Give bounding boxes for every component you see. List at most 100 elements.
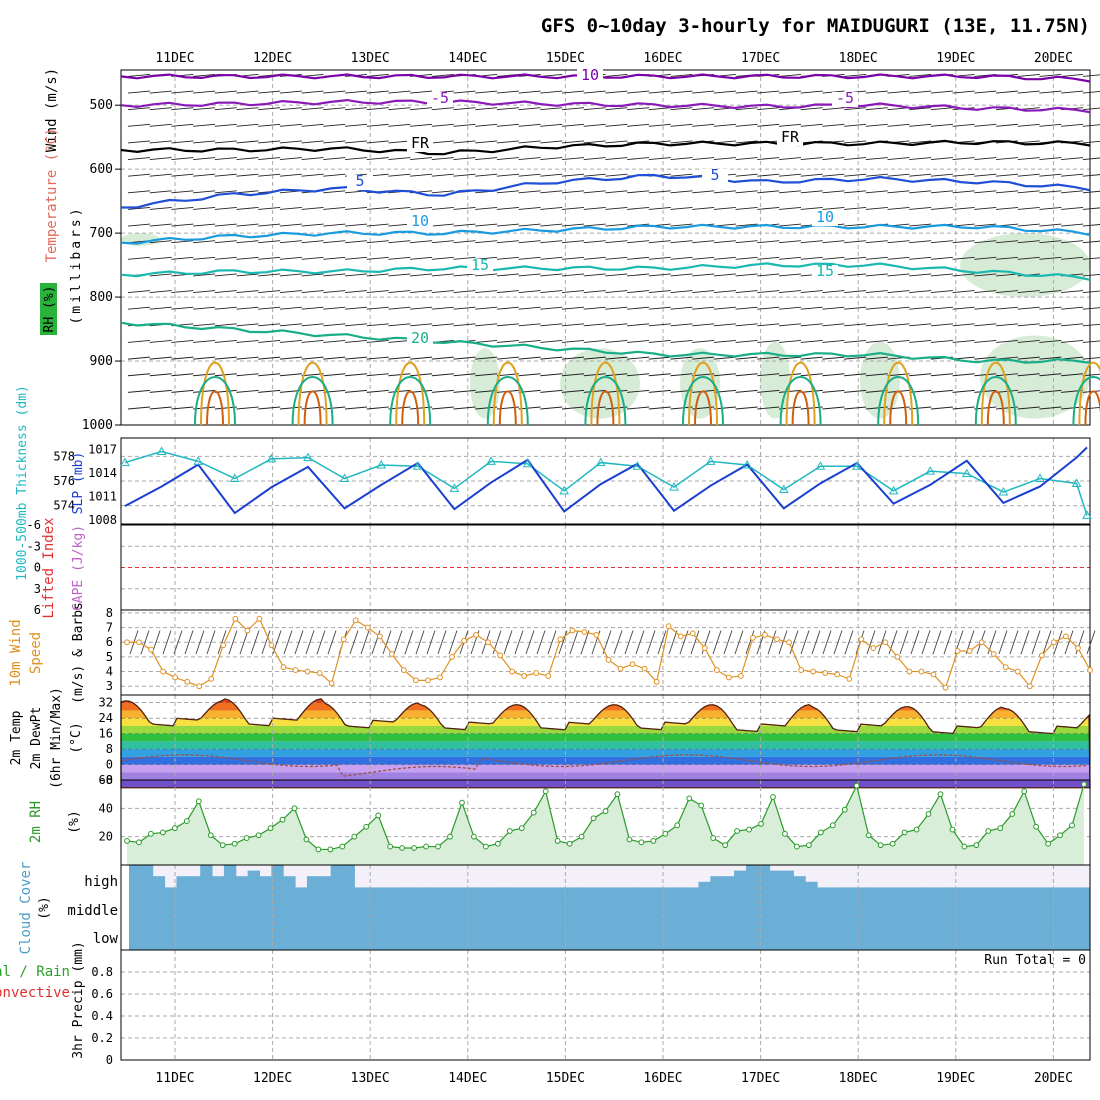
wind-barb xyxy=(366,356,389,360)
wind-barb xyxy=(583,273,606,277)
wind-barb xyxy=(778,306,802,310)
contour-label-bg xyxy=(577,69,603,84)
wind-barb xyxy=(236,107,259,111)
temp-band xyxy=(121,772,1090,780)
diurnal-isotherm xyxy=(688,361,718,426)
wind-barb xyxy=(757,306,780,310)
wind-barb xyxy=(453,290,476,294)
wind10-barb xyxy=(514,630,524,655)
cloud-high-bar xyxy=(603,887,616,893)
temp-bands xyxy=(121,698,1090,788)
wind-barb xyxy=(648,190,671,194)
wind-barb xyxy=(822,157,845,160)
wind-barb xyxy=(366,389,389,393)
wind-barb xyxy=(648,323,671,327)
wind-barb xyxy=(974,157,997,160)
wind-barb xyxy=(692,240,715,244)
wind-barb xyxy=(496,340,519,343)
wind-barb xyxy=(713,306,736,310)
wind-barb xyxy=(865,290,888,294)
temp-ytick-label: 16 xyxy=(99,727,113,741)
cloud-high-bar xyxy=(354,887,367,893)
wind-barb xyxy=(323,123,346,127)
wind-barb xyxy=(431,140,454,144)
wind-barb xyxy=(518,356,541,360)
wind-barb xyxy=(388,340,411,343)
wind-barb xyxy=(670,240,693,244)
wind-barb xyxy=(670,256,693,260)
wind-barb xyxy=(583,90,606,94)
upper-wind-barbs xyxy=(127,73,1100,410)
wind-barb xyxy=(540,157,563,160)
wind-barb xyxy=(800,356,823,360)
wind-barb xyxy=(540,123,563,127)
wind-barb xyxy=(670,323,693,327)
wind-barb xyxy=(648,123,671,127)
cloud-high-bar xyxy=(496,887,510,893)
wind-barb xyxy=(648,306,671,310)
wind-barb xyxy=(453,406,476,410)
wind-barb xyxy=(236,190,259,194)
wind-barb xyxy=(1082,290,1100,294)
wind-barb xyxy=(1082,91,1100,94)
wind-barb xyxy=(301,290,324,294)
wind10-point xyxy=(485,639,492,646)
temp-band xyxy=(121,756,1090,765)
wind-barb xyxy=(974,290,997,294)
wind-barb xyxy=(475,290,498,294)
wind-barb xyxy=(648,373,671,377)
wind-barb xyxy=(627,206,650,210)
rh-point xyxy=(136,839,142,846)
wind-barb xyxy=(1082,224,1100,227)
wind-barb xyxy=(844,273,867,277)
wind-barb xyxy=(1017,306,1040,310)
wind-barb xyxy=(344,123,368,127)
wind-barb xyxy=(127,256,151,260)
wind-barb xyxy=(1082,240,1100,244)
cloud-high-bar xyxy=(520,887,533,893)
wind-barb xyxy=(475,323,498,327)
rh-point xyxy=(195,798,202,805)
rh-ytick-label: 60 xyxy=(99,773,113,787)
wind-barb xyxy=(844,290,867,294)
wind10-point xyxy=(629,661,636,668)
wind10-barb xyxy=(778,630,788,655)
wind-barb xyxy=(323,356,346,360)
wind-barb xyxy=(1017,90,1040,94)
wind-barb xyxy=(410,389,433,393)
wind10-point xyxy=(942,684,949,691)
wind-barb xyxy=(518,123,541,127)
cloud-high-bar xyxy=(484,887,498,893)
rh-point xyxy=(315,846,322,853)
wind-barb xyxy=(193,323,216,327)
wind-barb xyxy=(800,190,823,194)
wind10-barb xyxy=(382,630,392,655)
thickness-marker xyxy=(669,482,679,491)
upper-ytick-label: 1000 xyxy=(82,418,113,433)
bottom-date-label: 20DEC xyxy=(1034,1071,1073,1086)
wind-barb xyxy=(388,123,411,127)
wind-barb xyxy=(735,140,758,144)
wind-barb xyxy=(757,356,780,360)
wind-barb xyxy=(518,273,541,277)
wind-barb xyxy=(149,290,172,294)
wind-barb xyxy=(778,73,802,77)
cloud-high-bar xyxy=(378,887,391,893)
rh-point xyxy=(183,818,190,824)
wind-barb xyxy=(214,373,237,377)
wind-barb xyxy=(149,206,172,210)
rh-point xyxy=(937,791,944,798)
cape-ylabel: CAPE (J/kg) xyxy=(71,525,86,611)
rh-point xyxy=(782,830,788,837)
rh-point xyxy=(219,842,226,849)
wind-barb xyxy=(670,123,693,127)
wind-barb xyxy=(323,373,346,377)
rh-point xyxy=(578,833,585,840)
wind-barb xyxy=(1061,90,1084,94)
wind-barb xyxy=(605,240,628,244)
wind10-point xyxy=(870,645,877,652)
rh-point xyxy=(231,840,238,847)
cloud-high-bar xyxy=(781,870,794,893)
wind10-barb xyxy=(888,630,898,655)
